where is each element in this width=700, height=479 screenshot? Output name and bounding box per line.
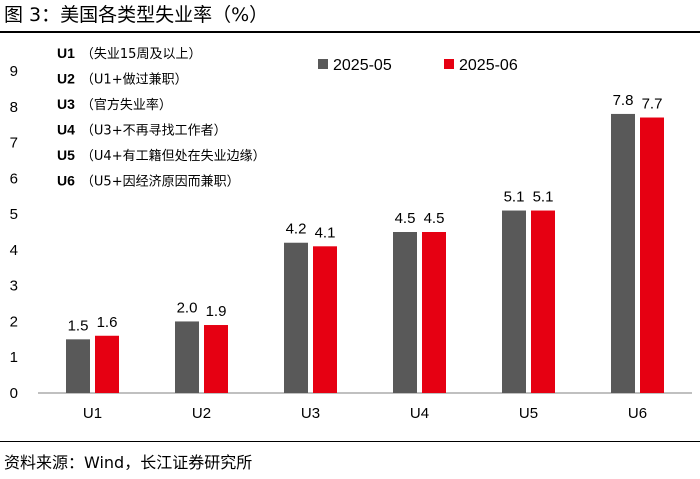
data-label-u4-2025-06: 4.5 [424,210,445,227]
title-rule [0,31,700,33]
bar-u3-2025-06 [313,246,337,393]
bar-group-u2: 2.0 1.9 [175,299,228,393]
data-label-u2-2025-05: 2.0 [177,299,198,316]
y-tick-label: 5 [10,206,18,223]
bar-group-u6: 7.8 7.7 [611,92,664,393]
figure-title: 图 3：美国各类型失业率（%） [4,4,269,26]
definition-text: （U1+做过兼职） [81,73,188,88]
definition-item-u6: U6 （U5+因经济原因而兼职） [57,173,240,190]
bar-group-u5: 5.1 5.1 [502,189,555,393]
y-tick-label: 2 [10,313,18,330]
source-note: 资料来源：Wind，长江证券研究所 [4,453,253,472]
bar-u2-2025-06 [204,325,228,393]
data-label-u2-2025-06: 1.9 [206,303,227,320]
definition-item-u3: U3 （官方失业率） [57,96,172,113]
y-tick-label: 3 [10,278,18,295]
definition-list: U1 （失业15周及以上） U2 （U1+做过兼职） U3 （官方失业率） U4 （U3+不再… [57,45,266,190]
legend-swatch-2025-05 [318,59,328,69]
legend-label-2025-05: 2025-05 [333,57,392,74]
definition-code: U3 [57,96,75,112]
bar-u5-2025-05 [502,210,526,393]
data-label-u4-2025-05: 4.5 [395,210,416,227]
bar-u4-2025-06 [422,232,446,393]
definition-code: U2 [57,71,75,87]
bar-groups: 1.5 1.6 2.0 1.9 4.2 4.1 4.5 4.5 5.1 5.1 7.8 7.7 [66,92,664,393]
source-rule [0,441,700,442]
definition-text: （U4+有工籍但处在失业边缘） [81,148,266,164]
definition-text: （官方失业率） [81,97,172,113]
bar-u3-2025-05 [284,242,308,393]
y-tick-label: 0 [10,385,18,402]
legend: 2025-05 2025-06 [318,57,518,74]
definition-text: （U5+因经济原因而兼职） [81,175,240,190]
y-axis-ticks: 0 1 2 3 4 5 6 7 8 9 [10,63,18,402]
data-label-u6-2025-06: 7.7 [642,96,663,113]
bar-u6-2025-05 [611,113,635,393]
definition-code: U6 [57,173,75,189]
data-label-u6-2025-05: 7.8 [613,92,634,109]
definition-text: （失业15周及以上） [81,47,202,62]
x-axis-ticks: U1 U2 U3 U4 U5 U6 [83,405,647,422]
definition-item-u1: U1 （失业15周及以上） [57,45,201,62]
bar-group-u1: 1.5 1.6 [66,314,119,393]
y-tick-label: 7 [10,135,18,152]
x-tick-label-u1: U1 [83,405,102,422]
legend-label-2025-06: 2025-06 [459,57,518,74]
data-label-u3-2025-06: 4.1 [315,224,336,241]
definition-code: U1 [57,45,75,61]
data-label-u1-2025-05: 1.5 [68,317,89,334]
y-tick-label: 4 [10,242,18,259]
bar-u1-2025-05 [66,339,90,393]
y-tick-label: 9 [10,63,18,80]
definition-item-u4: U4 （U3+不再寻找工作者） [57,122,227,139]
x-tick-label-u5: U5 [519,405,538,422]
definition-text: （U3+不再寻找工作者） [81,124,227,139]
legend-swatch-2025-06 [444,59,454,69]
data-label-u1-2025-06: 1.6 [97,314,118,331]
data-label-u3-2025-05: 4.2 [286,221,307,238]
bar-u1-2025-06 [95,335,119,393]
bar-group-u4: 4.5 4.5 [393,210,446,393]
definition-item-u5: U5 （U4+有工籍但处在失业边缘） [57,147,266,164]
definition-code: U4 [57,122,75,138]
bar-u6-2025-06 [640,117,664,393]
y-tick-label: 1 [10,349,18,366]
x-tick-label-u2: U2 [192,405,211,422]
bar-u2-2025-05 [175,321,199,393]
bar-u5-2025-06 [531,210,555,393]
definition-item-u2: U2 （U1+做过兼职） [57,71,188,88]
x-tick-label-u6: U6 [628,405,647,422]
bar-u4-2025-05 [393,232,417,393]
data-label-u5-2025-05: 5.1 [504,189,525,206]
data-label-u5-2025-06: 5.1 [533,189,554,206]
x-tick-label-u4: U4 [410,405,429,422]
y-tick-label: 8 [10,99,18,116]
x-tick-label-u3: U3 [301,405,320,422]
bar-group-u3: 4.2 4.1 [284,221,337,393]
y-tick-label: 6 [10,170,18,187]
definition-code: U5 [57,147,75,163]
